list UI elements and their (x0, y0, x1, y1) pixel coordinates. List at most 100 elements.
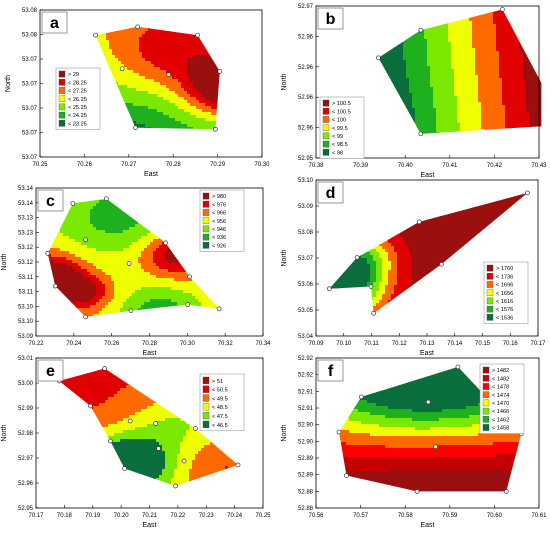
contour-cell (208, 79, 211, 82)
contour-cell (496, 6, 499, 9)
contour-cell (202, 55, 205, 58)
contour-cell (241, 148, 244, 151)
contour-cell (463, 39, 466, 42)
contour-cell (232, 127, 235, 130)
contour-cell (106, 52, 109, 55)
contour-cell (448, 33, 451, 36)
contour-cell (55, 40, 58, 43)
contour-cell (223, 67, 226, 70)
contour-cell (163, 25, 166, 28)
contour-cell (442, 36, 445, 39)
contour-cell (133, 106, 136, 109)
contour-cell (238, 97, 241, 100)
contour-cell (115, 130, 118, 133)
contour-cell (346, 12, 349, 15)
contour-cell (388, 15, 391, 18)
contour-cell (235, 79, 238, 82)
contour-cell (205, 100, 208, 103)
contour-cell (97, 64, 100, 67)
contour-cell (211, 16, 214, 19)
contour-cell (151, 13, 154, 16)
contour-cell (472, 12, 475, 15)
contour-cell (445, 24, 448, 27)
contour-cell (43, 79, 46, 82)
contour-cell (154, 70, 157, 73)
contour-cell (220, 13, 223, 16)
contour-cell (181, 82, 184, 85)
contour-cell (493, 27, 496, 30)
contour-cell (43, 52, 46, 55)
contour-cell (247, 10, 250, 13)
contour-cell (43, 43, 46, 46)
contour-cell (118, 34, 121, 37)
contour-cell (397, 33, 400, 36)
contour-cell (199, 82, 202, 85)
contour-cell (184, 46, 187, 49)
contour-cell (370, 54, 373, 57)
contour-cell (415, 54, 418, 57)
contour-cell (154, 127, 157, 130)
contour-cell (181, 145, 184, 148)
contour-cell (427, 57, 430, 60)
contour-cell (166, 130, 169, 133)
contour-cell (226, 61, 229, 64)
contour-cell (424, 39, 427, 42)
contour-cell (163, 43, 166, 46)
contour-cell (196, 118, 199, 121)
contour-cell (103, 109, 106, 112)
contour-cell (355, 36, 358, 39)
contour-cell (124, 121, 127, 124)
contour-cell (151, 112, 154, 115)
contour-cell (226, 52, 229, 55)
contour-cell (466, 12, 469, 15)
contour-cell (208, 58, 211, 61)
contour-cell (418, 51, 421, 54)
contour-cell (517, 33, 520, 36)
contour-cell (100, 55, 103, 58)
contour-cell (223, 148, 226, 151)
contour-cell (157, 148, 160, 151)
contour-cell (421, 36, 424, 39)
contour-cell (499, 30, 502, 33)
contour-cell (184, 79, 187, 82)
contour-cell (205, 61, 208, 64)
contour-cell (154, 88, 157, 91)
contour-cell (193, 145, 196, 148)
contour-cell (379, 51, 382, 54)
contour-cell (496, 9, 499, 12)
contour-cell (523, 30, 526, 33)
contour-cell (190, 40, 193, 43)
contour-cell (256, 13, 259, 16)
contour-cell (235, 94, 238, 97)
contour-cell (196, 70, 199, 73)
contour-cell (412, 18, 415, 21)
contour-cell (490, 15, 493, 18)
contour-cell (367, 45, 370, 48)
contour-cell (172, 115, 175, 118)
contour-cell (199, 22, 202, 25)
contour-cell (409, 36, 412, 39)
contour-cell (52, 142, 55, 145)
contour-cell (208, 37, 211, 40)
contour-cell (214, 49, 217, 52)
contour-cell (187, 148, 190, 151)
contour-cell (91, 13, 94, 16)
contour-cell (115, 52, 118, 55)
contour-cell (349, 33, 352, 36)
contour-cell (244, 73, 247, 76)
contour-cell (241, 130, 244, 133)
contour-cell (514, 24, 517, 27)
contour-cell (187, 85, 190, 88)
contour-cell (238, 34, 241, 37)
contour-cell (124, 37, 127, 40)
contour-cell (238, 151, 241, 154)
contour-cell (160, 52, 163, 55)
contour-cell (55, 142, 58, 145)
contour-cell (160, 79, 163, 82)
contour-cell (457, 12, 460, 15)
contour-cell (343, 54, 346, 57)
contour-cell (481, 54, 484, 57)
contour-cell (538, 39, 541, 42)
contour-cell (187, 94, 190, 97)
contour-cell (184, 145, 187, 148)
